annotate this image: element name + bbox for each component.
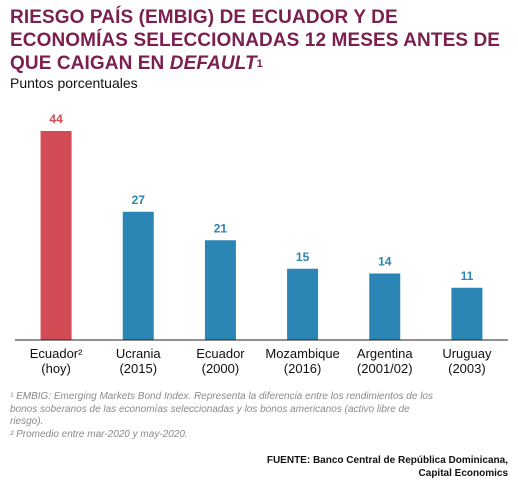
data-label: 44 [49,112,63,126]
source-line-1: FUENTE: Banco Central de República Domin… [266,455,508,466]
chart-title-footnote-mark: 1 [256,58,263,70]
bar [287,268,319,340]
category-label: (2016) [284,361,322,376]
chart-title-main: RIESGO PAÍS (EMBIG) DE ECUADOR Y DE ECON… [10,7,501,74]
bar-chart: 44Ecuador²(hoy)27Ucrania(2015)21Ecuador(… [15,112,508,376]
data-label: 21 [214,221,228,235]
category-label: Argentina [357,346,413,361]
source-line-2: Capital Economics [418,467,508,479]
category-label: Ecuador² [30,346,83,361]
footnote-2: ² Promedio entre mar-2020 y may-2020. [10,428,188,440]
bar [369,273,401,340]
chart-title: RIESGO PAÍS (EMBIG) DE ECUADOR Y DE ECON… [10,6,510,75]
footnote-1: ¹ EMBIG: Emerging Markets Bond Index. Re… [10,391,433,427]
category-label: (hoy) [41,361,71,376]
chart-subtitle: Puntos porcentuales [10,75,138,91]
bar [451,287,483,340]
bar [122,211,154,340]
category-label: Ucrania [116,346,162,361]
category-label: (2015) [119,361,157,376]
data-label: 14 [378,255,392,269]
bar [40,131,72,340]
chart-title-italic: DEFAULT [169,53,257,74]
footnotes: ¹ EMBIG: Emerging Markets Bond Index. Re… [10,391,440,441]
category-label: Uruguay [442,346,492,361]
category-label: Ecuador [196,346,245,361]
category-label: Mozambique [265,346,339,361]
bar [204,240,236,340]
data-label: 11 [461,269,474,283]
data-label: 27 [132,193,146,207]
category-label: (2001/02) [357,361,413,376]
category-label: (2000) [202,361,240,376]
category-label: (2003) [448,361,486,376]
data-label: 15 [296,250,310,264]
source-note: FUENTE: Banco Central de República Domin… [267,455,508,480]
